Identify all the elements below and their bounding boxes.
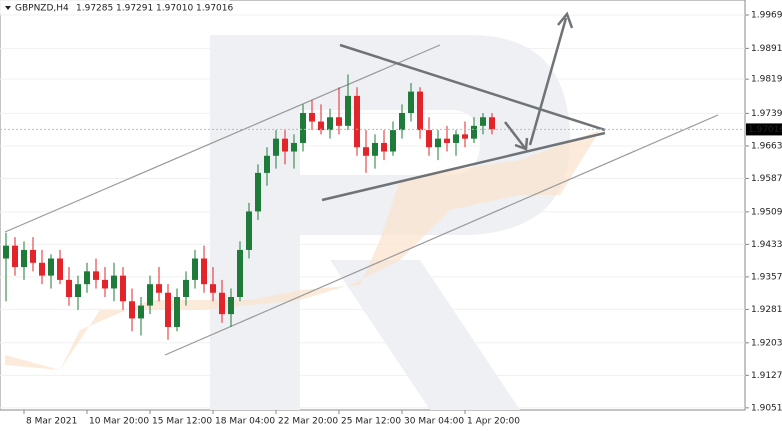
header-value: 1.97291: [116, 4, 153, 14]
candle-body: [336, 117, 342, 126]
x-tick-label: 1 Apr 20:00: [467, 417, 520, 427]
candle-body: [381, 142, 387, 152]
candle-body: [309, 112, 315, 122]
candle-body: [138, 305, 144, 319]
header-bg: [0, 0, 230, 14]
candle-body: [183, 279, 189, 298]
candle-body: [201, 258, 207, 285]
candle-body: [282, 138, 288, 152]
candle-body: [363, 147, 369, 156]
x-tick-label: 18 Mar 04:00: [215, 417, 275, 427]
y-tick-label: 1.96630: [751, 141, 782, 151]
candle-body: [390, 130, 396, 152]
candle-body: [426, 130, 432, 148]
triangle: [321, 11, 606, 202]
x-tick-label: 25 Mar 12:00: [341, 417, 401, 427]
candle-body: [489, 117, 495, 130]
channel: [4, 44, 719, 356]
candle-body: [327, 117, 333, 131]
candle-body: [210, 284, 216, 293]
candle-body: [345, 95, 351, 126]
y-tick-label: 1.99690: [751, 10, 782, 20]
candle-body: [219, 292, 225, 315]
y-tick-label: 1.91270: [751, 371, 782, 381]
candle-body: [84, 271, 90, 285]
candle-body: [237, 249, 243, 298]
candle-body: [228, 297, 234, 315]
candle-body: [21, 249, 27, 268]
candle-body: [102, 279, 108, 289]
y-tick-label: 1.95090: [751, 207, 782, 217]
candle-body: [462, 134, 468, 139]
y-tick-label: 1.92810: [751, 305, 782, 315]
candle-body: [147, 284, 153, 306]
candle-body: [129, 301, 135, 319]
candle-body: [372, 142, 378, 156]
candle-body: [93, 271, 99, 280]
header-value: 1.97285: [76, 4, 113, 14]
y-tick-label: 1.93570: [751, 272, 782, 282]
candle-body: [12, 245, 18, 268]
y-tick-label: 1.95870: [751, 174, 782, 184]
candle-body: [255, 172, 261, 212]
y-tick-label: 1.98190: [751, 75, 782, 85]
candle-body: [453, 134, 459, 143]
candle-body: [48, 258, 54, 276]
candle-body: [408, 91, 414, 113]
candle-body: [417, 91, 423, 131]
candle-body: [291, 142, 297, 152]
candle-body: [444, 138, 450, 143]
candle-body: [30, 249, 36, 263]
candle-body: [174, 297, 180, 327]
candle-body: [3, 245, 9, 259]
candle-body: [480, 117, 486, 126]
candle-body: [273, 138, 279, 156]
last-price-label: 1.97016: [748, 125, 782, 135]
candle-body: [246, 211, 252, 250]
y-tick-label: 1.90510: [751, 403, 782, 413]
y-tick-label: 1.97390: [751, 109, 782, 119]
y-tick-label: 1.92030: [751, 338, 782, 348]
x-tick-label: 15 Mar 12:00: [152, 417, 212, 427]
y-tick-label: 1.94330: [751, 240, 782, 250]
x-tick-label: 30 Mar 04:00: [404, 417, 464, 427]
candle-body: [318, 121, 324, 131]
candle-body: [111, 275, 117, 289]
candle-body: [399, 112, 405, 131]
ichimoku-cloud: [5, 130, 600, 370]
candle-body: [75, 284, 81, 298]
candle-body: [39, 262, 45, 276]
header-value: 1.97010: [156, 4, 193, 14]
y-tick-label: 1.98910: [751, 44, 782, 54]
header-icon: [5, 6, 11, 10]
x-tick-label: 8 Mar 2021: [26, 417, 77, 427]
candle-body: [435, 138, 441, 148]
candle-body: [471, 125, 477, 139]
candle-body: [120, 275, 126, 302]
candle-body: [156, 284, 162, 293]
x-tick-label: 10 Mar 20:00: [89, 417, 149, 427]
symbol: GBPNZD,H4: [15, 4, 69, 14]
candle-body: [264, 155, 270, 173]
candle-body: [165, 292, 171, 327]
x-tick-label: 22 Mar 20:00: [278, 417, 338, 427]
header-value: 1.97016: [196, 4, 233, 14]
candle-body: [66, 279, 72, 298]
candle-body: [57, 258, 63, 280]
last-price-box: [746, 123, 782, 136]
candle-body: [192, 258, 198, 280]
candle-body: [300, 112, 306, 143]
candle-body: [354, 95, 360, 148]
